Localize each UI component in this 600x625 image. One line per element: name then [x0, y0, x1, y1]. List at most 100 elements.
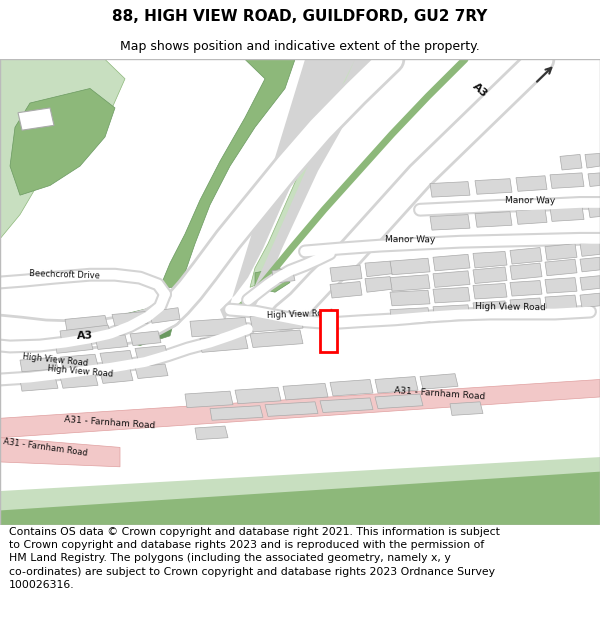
Polygon shape: [150, 308, 180, 323]
Polygon shape: [433, 288, 470, 303]
Polygon shape: [0, 438, 120, 467]
Polygon shape: [320, 309, 337, 352]
Polygon shape: [475, 179, 512, 194]
Text: High View Road: High View Road: [475, 302, 545, 312]
Polygon shape: [390, 290, 430, 306]
Polygon shape: [185, 391, 233, 408]
Text: Contains OS data © Crown copyright and database right 2021. This information is : Contains OS data © Crown copyright and d…: [9, 527, 500, 590]
Polygon shape: [100, 351, 133, 365]
Polygon shape: [580, 293, 600, 308]
Polygon shape: [545, 244, 577, 260]
Polygon shape: [135, 346, 168, 360]
Polygon shape: [250, 59, 370, 288]
Polygon shape: [130, 331, 161, 346]
Polygon shape: [433, 254, 470, 271]
Polygon shape: [0, 314, 182, 346]
Polygon shape: [10, 89, 115, 195]
Polygon shape: [105, 307, 175, 346]
Polygon shape: [510, 248, 542, 264]
Polygon shape: [390, 308, 430, 323]
Polygon shape: [475, 212, 512, 228]
Polygon shape: [210, 406, 263, 420]
Polygon shape: [430, 182, 470, 197]
Polygon shape: [550, 173, 584, 188]
Text: High View Road: High View Road: [22, 352, 88, 368]
Polygon shape: [190, 318, 248, 337]
Polygon shape: [473, 267, 507, 284]
Polygon shape: [195, 426, 228, 439]
Polygon shape: [560, 154, 582, 170]
Polygon shape: [283, 383, 328, 400]
Polygon shape: [20, 357, 58, 372]
Polygon shape: [235, 388, 281, 404]
Polygon shape: [20, 377, 58, 391]
Polygon shape: [545, 295, 577, 311]
Text: A3: A3: [470, 81, 490, 99]
Polygon shape: [330, 281, 362, 298]
Polygon shape: [55, 338, 93, 353]
Polygon shape: [265, 402, 318, 416]
Polygon shape: [473, 301, 507, 316]
Polygon shape: [375, 377, 418, 393]
Polygon shape: [516, 209, 547, 224]
Polygon shape: [430, 214, 470, 230]
Polygon shape: [0, 59, 125, 239]
Polygon shape: [95, 335, 128, 349]
Polygon shape: [0, 467, 600, 525]
Polygon shape: [100, 369, 133, 383]
Text: A3: A3: [77, 331, 93, 341]
Polygon shape: [0, 457, 600, 511]
Polygon shape: [375, 394, 423, 409]
Polygon shape: [545, 278, 577, 293]
Polygon shape: [450, 402, 483, 416]
Polygon shape: [585, 154, 600, 168]
Polygon shape: [580, 276, 600, 290]
Polygon shape: [588, 173, 600, 186]
Polygon shape: [545, 259, 577, 276]
Polygon shape: [60, 374, 98, 388]
Polygon shape: [250, 312, 303, 332]
Polygon shape: [550, 206, 584, 221]
Text: High View Road: High View Road: [47, 364, 113, 379]
Polygon shape: [135, 364, 168, 379]
Polygon shape: [60, 325, 112, 344]
Polygon shape: [473, 251, 507, 268]
Polygon shape: [365, 261, 392, 277]
Polygon shape: [510, 263, 542, 279]
Polygon shape: [18, 108, 54, 130]
Polygon shape: [433, 271, 470, 288]
Polygon shape: [588, 204, 600, 217]
Text: Beechcroft Drive: Beechcroft Drive: [29, 269, 101, 281]
Polygon shape: [516, 176, 547, 191]
Polygon shape: [112, 312, 148, 326]
Text: Manor Way: Manor Way: [385, 235, 435, 244]
Polygon shape: [65, 316, 108, 331]
Polygon shape: [390, 275, 430, 291]
Polygon shape: [365, 277, 392, 292]
Text: A31 - Farnham Road: A31 - Farnham Road: [394, 386, 486, 402]
Polygon shape: [0, 379, 600, 438]
Text: A31 - Farnham Road: A31 - Farnham Road: [64, 416, 156, 431]
Polygon shape: [473, 284, 507, 299]
Text: High View Road: High View Road: [267, 309, 333, 320]
Polygon shape: [250, 330, 303, 348]
Polygon shape: [220, 59, 375, 321]
Polygon shape: [420, 374, 458, 389]
Polygon shape: [330, 265, 362, 281]
Polygon shape: [255, 268, 290, 292]
Polygon shape: [433, 305, 470, 321]
Polygon shape: [60, 354, 98, 369]
Polygon shape: [510, 281, 542, 296]
Text: Manor Way: Manor Way: [505, 196, 555, 206]
Polygon shape: [160, 59, 295, 288]
Text: Map shows position and indicative extent of the property.: Map shows position and indicative extent…: [120, 40, 480, 52]
Polygon shape: [272, 268, 295, 284]
Text: 88, HIGH VIEW ROAD, GUILDFORD, GU2 7RY: 88, HIGH VIEW ROAD, GUILDFORD, GU2 7RY: [112, 9, 488, 24]
Polygon shape: [200, 335, 248, 352]
Polygon shape: [330, 379, 373, 396]
Polygon shape: [510, 298, 542, 314]
Polygon shape: [580, 258, 600, 272]
Polygon shape: [580, 242, 600, 256]
Polygon shape: [390, 258, 430, 275]
Polygon shape: [320, 398, 373, 412]
